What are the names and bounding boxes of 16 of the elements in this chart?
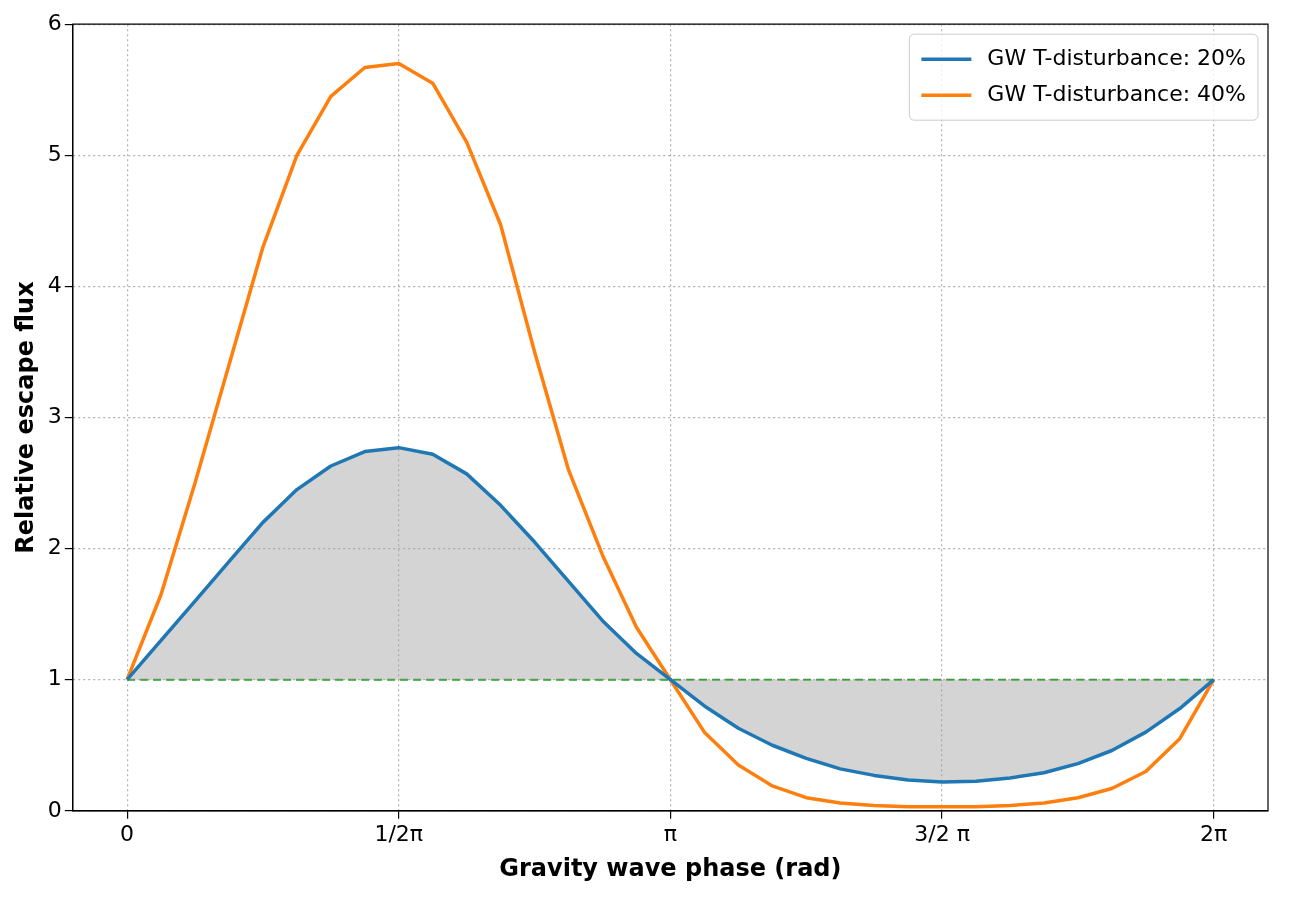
y-tick-label: 0: [47, 796, 62, 822]
y-tick-label: 4: [47, 272, 62, 298]
x-tick-label: 3/2 π: [914, 820, 970, 846]
x-axis-title: Gravity wave phase (rad): [499, 853, 842, 882]
x-tick-label: 1/2π: [374, 820, 424, 846]
y-tick-label: 3: [47, 403, 62, 429]
y-tick-label: 1: [47, 665, 62, 691]
x-tick-label: 0: [120, 820, 135, 846]
x-tick-label: 2π: [1200, 820, 1228, 846]
legend-label: GW T-disturbance: 40%: [987, 80, 1247, 106]
x-tick-label: π: [663, 820, 678, 846]
y-tick-label: 2: [47, 534, 62, 560]
y-tick-label: 6: [47, 9, 62, 35]
legend-label: GW T-disturbance: 20%: [987, 44, 1247, 70]
y-axis-title: Relative escape flux: [10, 280, 39, 554]
y-tick-label: 5: [47, 141, 62, 167]
